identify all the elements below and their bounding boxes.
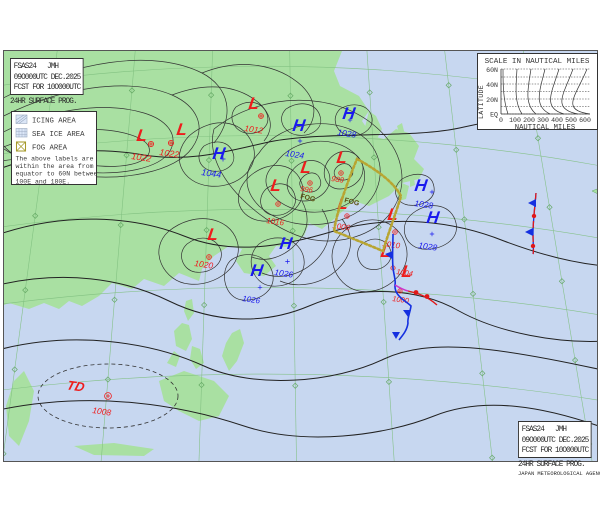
svg-text:within the area from the: within the area from the [16,163,97,170]
svg-text:40N: 40N [486,82,498,89]
svg-text:988: 988 [331,174,345,185]
svg-text:FOG AREA: FOG AREA [32,144,68,152]
svg-text:EQ: EQ [490,112,498,119]
svg-text:600: 600 [579,117,591,124]
svg-text:equator to 60N between: equator to 60N between [16,171,97,178]
svg-text:NAUTICAL MILES: NAUTICAL MILES [515,124,575,129]
svg-text:The above labels are used: The above labels are used [16,155,97,162]
svg-text:SEA ICE AREA: SEA ICE AREA [32,131,85,139]
svg-text:500: 500 [565,117,577,124]
svg-text:100E and 180E.: 100E and 180E. [16,178,71,184]
svg-text:100: 100 [509,117,521,124]
svg-text:SCALE IN NAUTICAL MILES: SCALE IN NAUTICAL MILES [485,58,590,66]
svg-text:20N: 20N [486,97,498,104]
svg-text:60N: 60N [486,67,498,74]
svg-text:300: 300 [537,117,549,124]
svg-text:400: 400 [551,117,563,124]
svg-text:ICING AREA: ICING AREA [32,117,76,125]
svg-text:0: 0 [499,117,503,124]
svg-text:200: 200 [523,117,535,124]
svg-text:LATITUDE: LATITUDE [478,85,485,119]
